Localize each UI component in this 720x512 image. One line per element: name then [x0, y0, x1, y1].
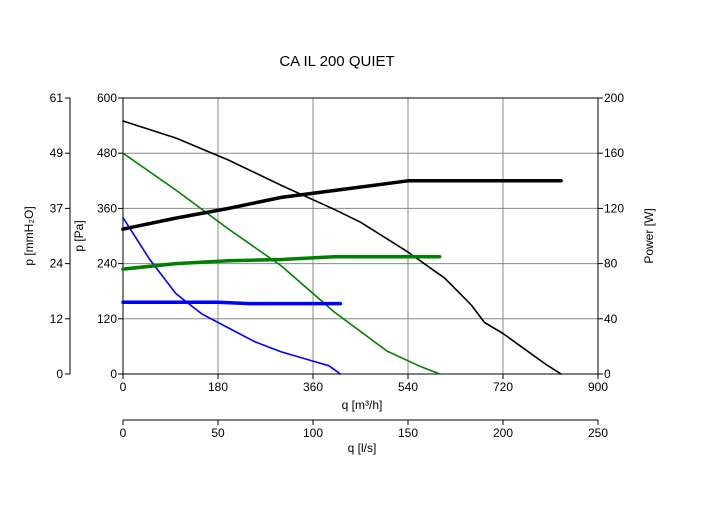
y-tick-label: 480	[97, 146, 117, 160]
power-curve-3	[121, 179, 563, 231]
x-axis-label: q [m³/h]	[342, 398, 383, 412]
y-outer-tick-label: 24	[50, 257, 64, 271]
pressure-curve-2	[122, 216, 342, 375]
plot-frame	[122, 97, 599, 375]
x2-axis-label: q [l/s]	[348, 441, 377, 455]
y2-tick-label: 160	[604, 146, 624, 160]
y2-tick-label: 120	[604, 201, 624, 215]
grid-lines	[123, 98, 598, 374]
series-layer	[121, 120, 563, 375]
y-outer-tick-label: 49	[50, 146, 64, 160]
y2-tick-label: 200	[604, 91, 624, 105]
x-tick-label: 0	[120, 380, 127, 394]
pressure-curve-0	[122, 120, 562, 375]
y2-tick-label: 80	[604, 257, 618, 271]
power-curve-5	[121, 300, 343, 306]
y-tick-label: 0	[110, 367, 117, 381]
y2-axis-label: Power [W]	[642, 208, 656, 263]
chart-title: CA IL 200 QUIET	[279, 53, 394, 70]
x-tick-label: 180	[208, 380, 228, 394]
y-outer-axis-label: p [mmH₂O]	[22, 206, 36, 265]
x2-tick-label: 0	[120, 426, 127, 440]
x2-tick-label: 100	[303, 426, 323, 440]
y-outer-tick-label: 0	[56, 367, 63, 381]
x2-tick-label: 250	[588, 426, 608, 440]
y-outer-tick-label: 12	[50, 312, 64, 326]
axes-layer: 0 180 360 540 720 900012024036048060001224374…	[50, 91, 625, 440]
y-tick-label: 360	[97, 201, 117, 215]
y-tick-label: 120	[97, 312, 117, 326]
y-tick-label: 600	[97, 91, 117, 105]
x-tick-label: 540	[398, 380, 418, 394]
x-tick-label: 720	[493, 380, 513, 394]
y-outer-tick-label: 61	[50, 91, 64, 105]
y2-tick-label: 40	[604, 312, 618, 326]
x2-tick-label: 150	[398, 426, 418, 440]
y-outer-tick-label: 37	[50, 201, 64, 215]
pressure-curve-1	[122, 152, 441, 375]
x2-tick-label: 200	[493, 426, 513, 440]
y-tick-label: 240	[97, 257, 117, 271]
x2-tick-label: 50	[211, 426, 225, 440]
power-curve-4	[121, 254, 442, 271]
y-axis-label: p [Pa]	[72, 220, 86, 251]
x-tick-label: 900	[588, 380, 608, 394]
y2-tick-label: 0	[604, 367, 611, 381]
x-tick-label: 360	[303, 380, 323, 394]
